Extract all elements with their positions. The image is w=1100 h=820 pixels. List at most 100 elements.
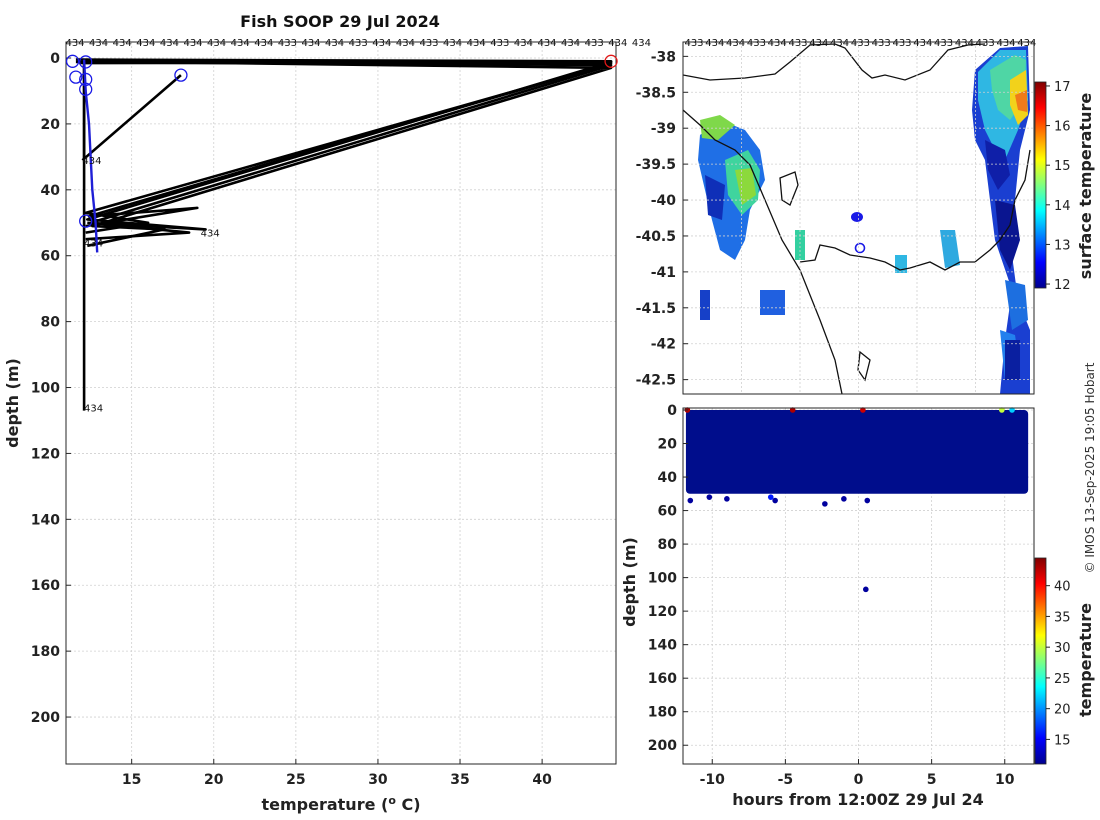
sst-west-patches [698,115,1020,380]
profiles-ticks: 15 20 25 30 35 40 0 20 40 60 80 100 120 140 160 180 200 [31,51,552,788]
depth-time-ytick-label: 80 [658,537,678,553]
sst-map-ytick-label: -41 [651,265,676,281]
profiles-xtick-label: 25 [286,772,305,788]
depth-time-ylabel: depth (m) [620,537,639,627]
profiles-top-label: 434 [183,38,202,49]
temperature-colorbar-tick-label: 30 [1054,641,1071,656]
profiles-top-labels: 434 434 434 434 434 434 434 434 434 433 434 434 433 4… [65,38,650,49]
profiles-top-label: 434 [254,38,273,49]
profiles-marker [65,54,80,68]
profiles-series-line [84,60,610,234]
profiles-xtick-label: 40 [532,772,552,788]
sst-map-top-label: 434 [726,38,745,49]
sst-colorbar-tick-label: 13 [1054,238,1071,253]
profiles-series-line [84,60,613,248]
depth-time-point [1009,407,1015,413]
profiles-top-label: 433 [490,38,509,49]
profiles-top-label: 434 [301,38,320,49]
depth-time-point [860,407,866,413]
depth-time-point [864,497,871,504]
profiles-series-line [81,74,182,162]
profiles-top-label: 434 [207,38,226,49]
depth-time-point [767,494,774,500]
profiles-top-label: 434 [467,38,486,49]
profiles-top-label: 434 [231,38,250,49]
sst-map-top-label: 433 [788,38,807,49]
profiles-top-label: 434 [632,38,651,49]
profiles-top-label: 434 [514,38,533,49]
depth-time-ytick-label: 40 [658,470,678,486]
profiles-xtick-label: 15 [122,772,141,788]
depth-time-ytick-label: 180 [648,705,677,721]
sst-colorbar-tick-label: 16 [1054,120,1071,135]
depth-time-ytick-label: 160 [648,671,677,687]
profiles-ytick-label: 80 [41,315,61,331]
temperature-colorbar-label: temperature [1076,603,1095,717]
sst-colorbar-tick-label: 15 [1054,159,1071,174]
profiles-ytick-label: 60 [41,249,61,265]
profiles-top-label: 433 [278,38,297,49]
profiles-ytick-label: 140 [31,512,60,528]
sst-map-top-label: 433 [934,38,953,49]
figure-credit: © IMOS 13-Sep-2025 19:05 Hobart [1083,362,1097,573]
sst-colorbar-label: surface temperature [1076,93,1095,280]
sst-colorbar-tick-label: 12 [1054,278,1071,293]
sst-map-top-label: 433 [892,38,911,49]
sst-map-top-label: 434 [913,38,932,49]
depth-time-xlabel: hours from 12:00Z 29 Jul 24 [732,790,983,809]
profiles-top-label: 434 [372,38,391,49]
sst-map-ytick-label: -42.5 [636,373,676,389]
profiles-marker [79,55,93,69]
depth-time-point [687,497,694,504]
depth-time-ytick-label: 20 [658,437,678,453]
temperature-colorbar-tick-label: 25 [1054,672,1071,687]
depth-time-point [999,407,1005,413]
depth-time-ytick-label: 140 [648,638,677,654]
depth-time-ytick-label: 0 [667,403,677,419]
depth-time-ytick-label: 60 [658,504,678,520]
profiles-top-label: 433 [419,38,438,49]
sst-map-ytick-label: -40.5 [636,229,676,245]
depth-time-point [772,497,778,504]
profiles-profile-label: 434 [84,403,103,414]
profiles-top-label: 434 [325,38,344,49]
profiles-top-label: 434 [89,38,108,49]
profiles-top-label: 434 [537,38,556,49]
depth-time-point [863,586,869,593]
profiles-top-label: 434 [443,38,462,49]
depth-time-point [822,501,828,507]
profiles-ytick-label: 20 [41,117,61,133]
depth-time-xtick-label: 0 [854,772,864,788]
profiles-ytick-label: 200 [31,710,60,726]
depth-time-xtick-label: 5 [927,772,937,788]
profiles-ylabel: depth (m) [3,358,22,448]
profiles-profile-label: 434 [82,156,101,167]
profiles-xlabel: temperature (o C) [261,794,420,814]
temperature-colorbar [1034,557,1047,765]
profiles-ytick-label: 100 [31,381,60,397]
profiles-grid [66,42,616,764]
profiles-marker [174,68,188,82]
sst-map-panel: -38 -38.5 -39 -39.5 -40 -40.5 -41 -41.5 -42 -42.5… [636,38,1095,395]
sst-map-top-label: 433 [851,38,870,49]
profiles-series [75,58,613,411]
profiles-top-label: 434 [136,38,155,49]
depth-time-data-band [685,410,1029,494]
sst-map-top-labels: 433 434 434 433 434 433 434 434 433 433 433 434 433 4… [684,38,1036,49]
profiles-ytick-label: 160 [31,578,60,594]
profiles-top-label: 434 [160,38,179,49]
sst-map-grid [683,42,1034,394]
sst-map-ytick-label: -39 [651,121,676,137]
profiles-ytick-label: 40 [41,183,61,199]
sst-map-top-label: 434 [768,38,787,49]
sst-map-ytick-label: -41.5 [636,301,676,317]
sst-ship-circle-marker [854,242,866,254]
depth-time-point [789,407,796,413]
sst-ship-position-marker [851,212,863,222]
profiles-axes-box [65,41,617,765]
temperature-colorbar-tick-label: 35 [1054,610,1071,625]
depth-time-xtick-label: -5 [778,772,794,788]
sst-map-top-label: 433 [872,38,891,49]
